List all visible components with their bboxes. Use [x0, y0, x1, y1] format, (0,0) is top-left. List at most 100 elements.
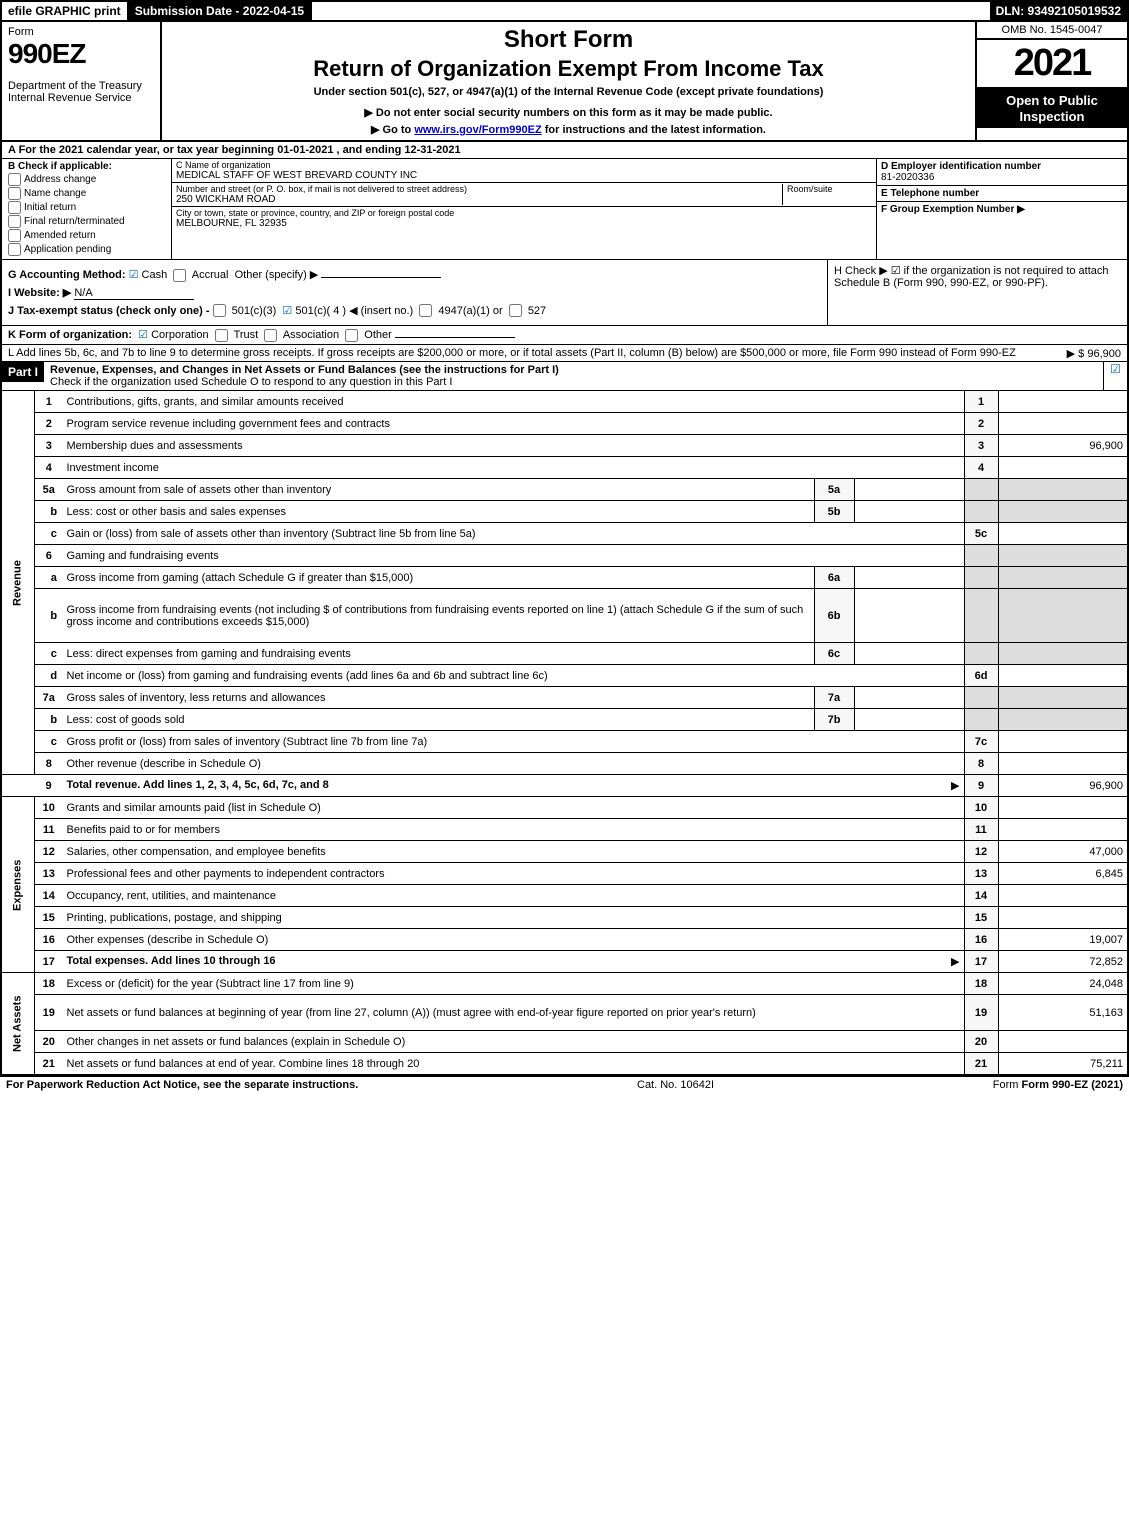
check-application-pending[interactable]: Application pending	[8, 243, 165, 256]
check-name-change[interactable]: Name change	[8, 187, 165, 200]
amt-6d	[998, 665, 1128, 687]
table-row: 4Investment income4	[1, 457, 1128, 479]
footer-form-ref: Form Form 990-EZ (2021)	[993, 1079, 1123, 1091]
table-row: 15Printing, publications, postage, and s…	[1, 907, 1128, 929]
amt-11	[998, 819, 1128, 841]
k-trust[interactable]	[215, 329, 228, 342]
amt-8	[998, 753, 1128, 775]
amt-2	[998, 413, 1128, 435]
amt-12: 47,000	[998, 841, 1128, 863]
amt-5c	[998, 523, 1128, 545]
irs-link[interactable]: www.irs.gov/Form990EZ	[414, 124, 541, 136]
section-c: C Name of organization MEDICAL STAFF OF …	[172, 159, 877, 259]
k-other[interactable]	[345, 329, 358, 342]
footer-cat-no: Cat. No. 10642I	[358, 1079, 992, 1091]
goto-note: ▶ Go to www.irs.gov/Form990EZ for instru…	[168, 123, 969, 136]
table-row: dNet income or (loss) from gaming and fu…	[1, 665, 1128, 687]
amt-7c	[998, 731, 1128, 753]
org-city: MELBOURNE, FL 32935	[176, 218, 872, 229]
table-row: Revenue 1Contributions, gifts, grants, a…	[1, 391, 1128, 413]
website-value: N/A	[74, 287, 194, 300]
table-row: 20Other changes in net assets or fund ba…	[1, 1031, 1128, 1053]
amt-21: 75,211	[998, 1053, 1128, 1075]
table-row: 21Net assets or fund balances at end of …	[1, 1053, 1128, 1075]
form-number: 990EZ	[8, 38, 154, 70]
footer-left: For Paperwork Reduction Act Notice, see …	[6, 1079, 358, 1091]
table-row: 16Other expenses (describe in Schedule O…	[1, 929, 1128, 951]
amt-3: 96,900	[998, 435, 1128, 457]
accrual-checkbox[interactable]	[173, 269, 186, 282]
j-4947[interactable]	[419, 304, 432, 317]
check-initial-return[interactable]: Initial return	[8, 201, 165, 214]
check-final-return[interactable]: Final return/terminated	[8, 215, 165, 228]
table-row: 9Total revenue. Add lines 1, 2, 3, 4, 5c…	[1, 775, 1128, 797]
org-street: 250 WICKHAM ROAD	[176, 194, 782, 205]
section-l: L Add lines 5b, 6c, and 7b to line 9 to …	[0, 345, 1129, 362]
dept-irs: Internal Revenue Service	[8, 92, 154, 104]
cash-checkbox[interactable]	[129, 269, 139, 281]
table-row: 17Total expenses. Add lines 10 through 1…	[1, 951, 1128, 973]
gross-receipts-amount: ▶ $ 96,900	[1067, 347, 1121, 360]
amt-9: 96,900	[998, 775, 1128, 797]
dept-treasury: Department of the Treasury	[8, 80, 154, 92]
top-bar: efile GRAPHIC print Submission Date - 20…	[0, 0, 1129, 22]
table-row: 2Program service revenue including gover…	[1, 413, 1128, 435]
amt-17: 72,852	[998, 951, 1128, 973]
section-b: B Check if applicable: Address change Na…	[2, 159, 172, 259]
j-501c[interactable]	[282, 305, 292, 317]
table-row: 8Other revenue (describe in Schedule O)8	[1, 753, 1128, 775]
amt-13: 6,845	[998, 863, 1128, 885]
k-association[interactable]	[264, 329, 277, 342]
check-address-change[interactable]: Address change	[8, 173, 165, 186]
website-line: I Website: ▶ N/A	[8, 286, 821, 300]
section-def: D Employer identification number 81-2020…	[877, 159, 1127, 259]
part1-label: Part I	[2, 362, 44, 382]
table-row: 5aGross amount from sale of assets other…	[1, 479, 1128, 501]
table-row: cLess: direct expenses from gaming and f…	[1, 643, 1128, 665]
table-row: bLess: cost or other basis and sales exp…	[1, 501, 1128, 523]
table-row: 7aGross sales of inventory, less returns…	[1, 687, 1128, 709]
amt-19: 51,163	[998, 995, 1128, 1031]
amt-15	[998, 907, 1128, 929]
form-header: Form 990EZ Department of the Treasury In…	[0, 22, 1129, 142]
table-row: aGross income from gaming (attach Schedu…	[1, 567, 1128, 589]
omb-number: OMB No. 1545-0047	[977, 22, 1127, 40]
ein-value: 81-2020336	[881, 172, 934, 183]
table-row: 14Occupancy, rent, utilities, and mainte…	[1, 885, 1128, 907]
amt-20	[998, 1031, 1128, 1053]
lines-table: Revenue 1Contributions, gifts, grants, a…	[0, 391, 1129, 1076]
accounting-method: G Accounting Method: Cash Accrual Other …	[8, 268, 821, 282]
tax-year: 2021	[977, 40, 1127, 89]
table-row: bLess: cost of goods sold7b	[1, 709, 1128, 731]
tax-exempt-status: J Tax-exempt status (check only one) - 5…	[8, 304, 821, 318]
section-bcdef: B Check if applicable: Address change Na…	[0, 159, 1129, 260]
table-row: cGross profit or (loss) from sales of in…	[1, 731, 1128, 753]
table-row: 11Benefits paid to or for members11	[1, 819, 1128, 841]
title-return: Return of Organization Exempt From Incom…	[168, 56, 969, 82]
ssn-note: ▶ Do not enter social security numbers o…	[168, 106, 969, 119]
amt-1	[998, 391, 1128, 413]
form-label: Form	[8, 26, 154, 38]
part1-schedule-o-check[interactable]	[1103, 362, 1127, 390]
j-527[interactable]	[509, 304, 522, 317]
table-row: 12Salaries, other compensation, and empl…	[1, 841, 1128, 863]
org-name: MEDICAL STAFF OF WEST BREVARD COUNTY INC	[176, 170, 872, 181]
header-left: Form 990EZ Department of the Treasury In…	[2, 22, 162, 140]
amt-18: 24,048	[998, 973, 1128, 995]
inspection-badge: Open to Public Inspection	[977, 89, 1127, 128]
table-row: Net Assets 18Excess or (deficit) for the…	[1, 973, 1128, 995]
check-amended-return[interactable]: Amended return	[8, 229, 165, 242]
subtitle: Under section 501(c), 527, or 4947(a)(1)…	[168, 86, 969, 98]
header-mid: Short Form Return of Organization Exempt…	[162, 22, 977, 140]
title-short-form: Short Form	[168, 26, 969, 54]
revenue-label: Revenue	[1, 391, 35, 775]
expenses-label: Expenses	[1, 797, 35, 973]
k-corporation[interactable]	[138, 329, 148, 341]
section-h: H Check ▶ ☑ if the organization is not r…	[827, 260, 1127, 325]
j-501c3[interactable]	[213, 304, 226, 317]
section-ghij: G Accounting Method: Cash Accrual Other …	[0, 260, 1129, 326]
section-a: A For the 2021 calendar year, or tax yea…	[0, 142, 1129, 159]
table-row: bGross income from fundraising events (n…	[1, 589, 1128, 643]
table-row: cGain or (loss) from sale of assets othe…	[1, 523, 1128, 545]
part1-header: Part I Revenue, Expenses, and Changes in…	[0, 362, 1129, 391]
